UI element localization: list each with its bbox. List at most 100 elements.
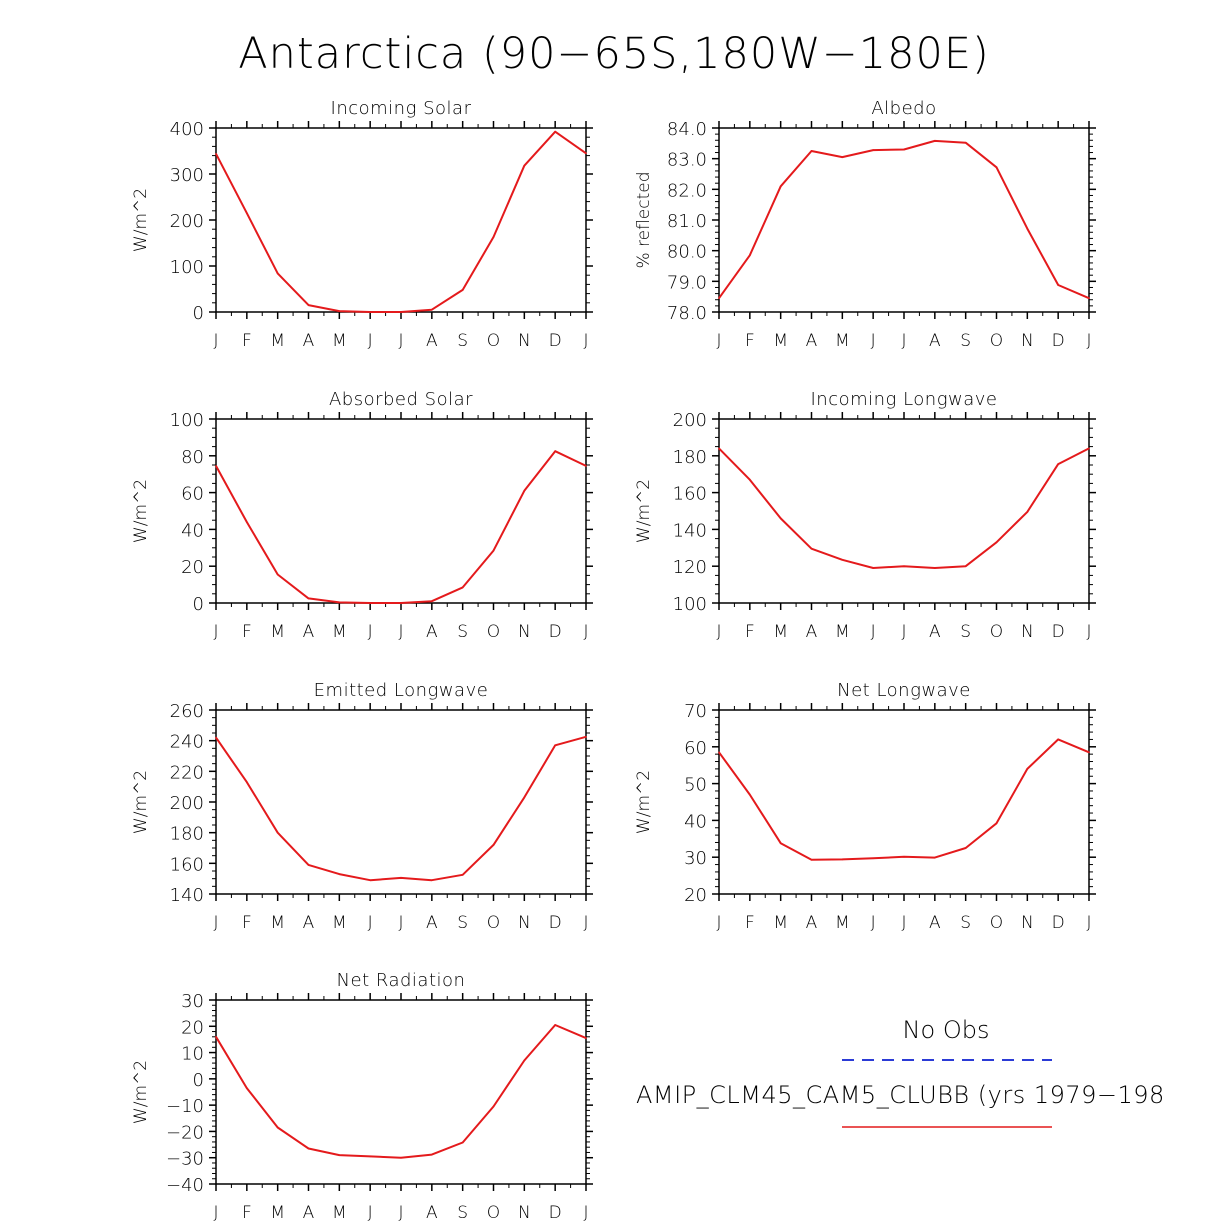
- net-radiation-xtick-label: S: [457, 1203, 468, 1221]
- net-longwave-xtick-label: M: [773, 913, 788, 933]
- legend: No Obs AMIP_CLM45_CAM5_CLUBB (yrs 1979−1…: [636, 1016, 1165, 1128]
- albedo-plot-frame: [718, 127, 1090, 313]
- incoming-solar-xtick-label: N: [518, 331, 531, 351]
- emitted-longwave-xtick-label: A: [426, 913, 438, 933]
- albedo-xtick-label: J: [871, 331, 876, 351]
- incoming-longwave-ylabel: W/m^2: [634, 479, 654, 543]
- incoming-solar-xtick-label: A: [426, 331, 438, 351]
- emitted-longwave-ytick-label: 180: [170, 824, 204, 845]
- albedo-xtick-label: M: [835, 331, 850, 351]
- absorbed-solar-data-point: [492, 549, 495, 552]
- incoming-longwave-ytick-label: 180: [673, 447, 707, 468]
- emitted-longwave-ytick-label: 140: [170, 885, 204, 906]
- net-radiation-xtick-label: N: [518, 1203, 531, 1221]
- albedo-xtick-label: A: [806, 331, 818, 351]
- incoming-solar-ytick-label: 0: [193, 303, 204, 324]
- incoming-longwave-xtick-label: J: [871, 622, 876, 642]
- net-radiation-xtick-label: J: [583, 1203, 588, 1221]
- absorbed-solar-data-point: [338, 601, 341, 604]
- albedo-data-point: [995, 166, 998, 169]
- emitted-longwave-ytick-label: 260: [170, 701, 204, 722]
- net-longwave-data-point: [903, 856, 905, 858]
- incoming-solar-data-point: [492, 236, 495, 238]
- albedo-xtick-label: J: [901, 331, 906, 351]
- incoming-solar-data-point: [461, 289, 464, 291]
- absorbed-solar-data-point: [246, 521, 248, 523]
- incoming-longwave-xtick-label: A: [929, 622, 941, 642]
- albedo-ytick-label: 80.0: [667, 242, 707, 263]
- incoming-longwave-data-point: [934, 567, 936, 569]
- albedo-data-point: [779, 185, 782, 188]
- incoming-solar-xtick-label: J: [368, 331, 373, 351]
- incoming-longwave-data-point: [1026, 511, 1029, 513]
- net-radiation-data-point: [431, 1153, 433, 1156]
- incoming-solar-xtick-label: O: [487, 331, 500, 351]
- net-longwave-data-point: [934, 856, 936, 859]
- net-longwave-data-point: [749, 793, 751, 796]
- absorbed-solar-ytick-label: 40: [181, 520, 204, 541]
- incoming-solar-data-point: [307, 304, 310, 306]
- incoming-solar-ytick-label: 400: [170, 119, 204, 140]
- absorbed-solar-data-point: [554, 450, 556, 453]
- net-longwave-series-line: [718, 738, 1090, 861]
- emitted-longwave-data-point: [400, 877, 402, 879]
- albedo-title: Albedo: [871, 98, 936, 119]
- emitted-longwave-ytick-label: 160: [170, 854, 204, 875]
- net-radiation-ytick-label: 10: [181, 1044, 204, 1065]
- incoming-longwave-ytick-label: 160: [673, 484, 707, 505]
- albedo-xtick-label: M: [773, 331, 788, 351]
- absorbed-solar-ylabel: W/m^2: [131, 479, 151, 543]
- incoming-longwave-data-point: [1057, 463, 1059, 465]
- albedo-data-point: [718, 297, 720, 300]
- absorbed-solar-ytick-label: 100: [170, 410, 204, 431]
- incoming-longwave-xtick-label: M: [835, 622, 850, 642]
- emitted-longwave-data-point: [338, 873, 341, 875]
- legend-model-label: AMIP_CLM45_CAM5_CLUBB (yrs 1979−198: [636, 1081, 1165, 1109]
- net-longwave-ytick-label: 20: [684, 885, 707, 906]
- net-radiation-ytick-label: 20: [181, 1017, 204, 1038]
- emitted-longwave-data-point: [431, 879, 433, 881]
- incoming-longwave-ytick-label: 200: [673, 410, 707, 431]
- net-longwave-xtick-label: M: [835, 913, 850, 933]
- incoming-solar-data-point: [338, 310, 341, 312]
- emitted-longwave-xtick-label: J: [398, 913, 403, 933]
- net-radiation-ytick-label: −30: [166, 1149, 204, 1170]
- net-longwave-xtick-label: A: [929, 913, 941, 933]
- net-longwave-ytick-label: 40: [684, 811, 707, 832]
- incoming-solar-data-point: [585, 152, 587, 155]
- incoming-solar-xtick-label: J: [213, 331, 218, 351]
- net-radiation-xtick-label: O: [487, 1203, 500, 1221]
- absorbed-solar-xtick-label: D: [549, 622, 562, 642]
- net-longwave-ytick-label: 60: [684, 738, 707, 759]
- net-radiation-ytick-label: 30: [181, 991, 204, 1012]
- net-radiation-plot-frame: [215, 999, 587, 1185]
- legend-obs-label: No Obs: [903, 1016, 990, 1044]
- incoming-solar-ylabel: W/m^2: [131, 188, 151, 252]
- net-radiation-title: Net Radiation: [337, 970, 466, 991]
- incoming-solar-xtick-label: M: [270, 331, 285, 351]
- absorbed-solar-series-line: [215, 450, 587, 604]
- albedo-data-point: [1057, 284, 1059, 286]
- incoming-solar-data-point: [523, 164, 526, 167]
- albedo-ylabel: % reflected: [634, 171, 654, 268]
- net-longwave-data-point: [964, 847, 967, 849]
- albedo-data-point: [903, 148, 905, 151]
- incoming-longwave-xtick-label: J: [716, 622, 721, 642]
- incoming-longwave-data-point: [872, 567, 874, 569]
- incoming-longwave-data-point: [718, 447, 720, 450]
- absorbed-solar-data-point: [461, 586, 464, 589]
- incoming-longwave-xtick-label: D: [1052, 622, 1065, 642]
- absorbed-solar-xtick-label: J: [398, 622, 403, 642]
- net-longwave-xtick-label: A: [806, 913, 818, 933]
- absorbed-solar-ytick-label: 0: [193, 594, 204, 615]
- emitted-longwave-xtick-label: N: [518, 913, 531, 933]
- emitted-longwave-xtick-label: S: [457, 913, 468, 933]
- albedo-data-point: [872, 149, 874, 151]
- incoming-longwave-xtick-label: N: [1021, 622, 1034, 642]
- net-radiation-data-point: [215, 1036, 217, 1038]
- emitted-longwave-data-point: [369, 879, 371, 881]
